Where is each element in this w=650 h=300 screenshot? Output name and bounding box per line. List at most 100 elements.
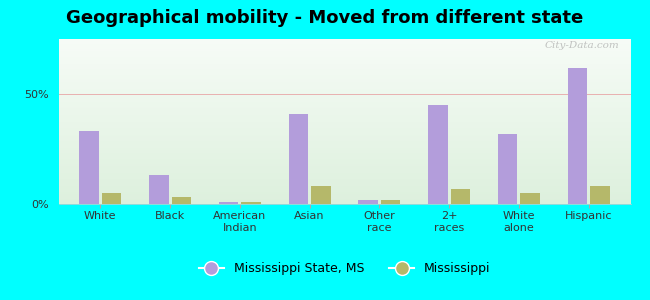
Bar [58,83,630,85]
Bar [58,97,630,98]
Bar [311,186,331,204]
Bar [58,191,630,193]
Legend: Mississippi State, MS, Mississippi: Mississippi State, MS, Mississippi [194,257,495,280]
Bar [58,92,630,94]
Bar [58,88,630,90]
Bar [58,52,630,54]
Bar [58,116,630,118]
Bar [58,94,630,95]
Bar [58,146,630,148]
Bar [58,127,630,128]
Bar [58,69,630,70]
Bar [58,194,630,196]
Bar [58,153,630,154]
Bar [58,196,630,197]
Bar [58,113,630,115]
Bar [58,98,630,100]
Bar [58,160,630,161]
Bar [58,72,630,74]
Bar [58,164,630,166]
Bar [58,184,630,186]
Bar [58,193,630,194]
Bar [58,174,630,176]
Bar [58,145,630,146]
Bar [58,136,630,138]
Bar [58,57,630,59]
Bar [58,65,630,67]
Bar [58,100,630,102]
Bar [58,168,630,169]
Bar [58,118,630,120]
Bar [58,189,630,191]
Bar [590,186,610,204]
Bar [567,68,587,204]
Bar [58,128,630,130]
Bar [58,161,630,163]
Bar [58,202,630,204]
Bar [58,140,630,141]
Bar [150,176,169,204]
Bar [58,186,630,188]
Bar [58,181,630,182]
Bar [58,61,630,62]
Bar [58,85,630,87]
Bar [58,90,630,92]
Bar [450,189,470,204]
Bar [58,64,630,65]
Bar [58,123,630,125]
Bar [58,44,630,46]
Bar [58,49,630,50]
Bar [58,125,630,126]
Bar [58,95,630,97]
Bar [58,154,630,156]
Bar [58,115,630,116]
Bar [58,130,630,131]
Bar [498,134,517,204]
Bar [58,41,630,42]
Bar [241,202,261,204]
Bar [58,82,630,83]
Bar [58,166,630,168]
Bar [58,102,630,103]
Bar [58,188,630,189]
Bar [58,173,630,174]
Bar [58,62,630,64]
Bar [58,169,630,171]
Bar [520,193,540,204]
Bar [58,59,630,60]
Text: Geographical mobility - Moved from different state: Geographical mobility - Moved from diffe… [66,9,584,27]
Bar [58,110,630,112]
Bar [58,74,630,75]
Bar [58,199,630,201]
Bar [58,106,630,108]
Bar [102,193,122,204]
Bar [58,178,630,179]
Bar [58,143,630,145]
Bar [58,108,630,110]
Bar [289,114,308,204]
Bar [358,200,378,204]
Bar [58,87,630,88]
Bar [58,120,630,122]
Bar [172,197,191,204]
Bar [58,50,630,52]
Bar [58,171,630,173]
Bar [58,56,630,57]
Bar [58,79,630,80]
Bar [58,122,630,123]
Bar [58,75,630,77]
Bar [58,156,630,158]
Bar [58,103,630,105]
Bar [58,112,630,113]
Bar [58,141,630,143]
Bar [58,138,630,140]
Bar [58,150,630,151]
Bar [58,133,630,135]
Bar [58,182,630,184]
Bar [58,70,630,72]
Bar [58,197,630,199]
Bar [58,39,630,40]
Bar [219,202,239,204]
Bar [58,151,630,153]
Bar [381,200,400,204]
